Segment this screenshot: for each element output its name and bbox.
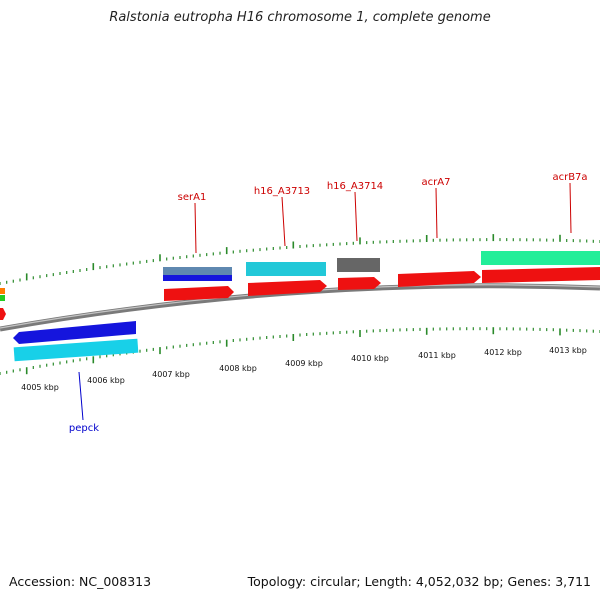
feature-blue-block: [163, 275, 232, 281]
genome-summary-text: Topology: circular; Length: 4,052,032 bp…: [247, 574, 591, 589]
feature-teal-block-h16-A3713: [246, 262, 326, 276]
gene-label-pepck: pepck: [69, 423, 99, 434]
feature-left-edge-green: [0, 295, 5, 301]
accession-text: Accession: NC_008313: [9, 574, 152, 589]
label-line-serA1: [194, 202, 197, 254]
label-line-acrA7: [435, 187, 438, 239]
label-line-h16-A3714: [354, 191, 358, 242]
inner-tick-row: [0, 327, 600, 375]
gene-label-acrB7a: acrB7a: [552, 172, 587, 183]
scale-label-4012: 4012 kbp: [484, 348, 522, 357]
gene-label-acrA7: acrA7: [422, 177, 451, 188]
scale-label-4011: 4011 kbp: [418, 351, 456, 360]
gene-arrow-h16-A3713: [248, 280, 327, 296]
gene-arrow-pepck: [13, 321, 136, 344]
label-line-acrB7a: [569, 182, 572, 234]
outer-tick-row: [0, 234, 600, 285]
feature-green-block-acrB7a: [481, 251, 600, 265]
gene-label-h16-A3713: h16_A3713: [254, 186, 310, 197]
scale-label-4007: 4007 kbp: [152, 370, 190, 379]
scale-label-4005: 4005 kbp: [21, 383, 59, 392]
scale-label-4010: 4010 kbp: [351, 354, 389, 363]
scale-label-4009: 4009 kbp: [285, 359, 323, 368]
label-line-pepck: [78, 371, 84, 421]
scale-label-4013: 4013 kbp: [549, 346, 587, 355]
feature-cyan-block-pepck: [13, 338, 139, 362]
gene-label-serA1: serA1: [178, 192, 207, 203]
feature-steel-block: [163, 267, 232, 275]
feature-gray-block-h16-A3714: [337, 258, 380, 272]
map-title: Ralstonia eutropha H16 chromosome 1, com…: [109, 10, 491, 25]
gene-arrow-h16-A3714: [338, 277, 381, 290]
gene-arrow-acrB7a: [482, 267, 600, 283]
label-line-h16-A3713: [281, 196, 286, 247]
gene-arrow-acrA7: [398, 271, 481, 287]
feature-left-edge-red-arrow: [0, 308, 6, 320]
feature-left-edge-orange: [0, 288, 5, 294]
scale-label-4006: 4006 kbp: [87, 376, 125, 385]
gene-label-h16-A3714: h16_A3714: [327, 181, 383, 192]
scale-label-4008: 4008 kbp: [219, 364, 257, 373]
gene-arrow-serA1: [164, 286, 234, 301]
